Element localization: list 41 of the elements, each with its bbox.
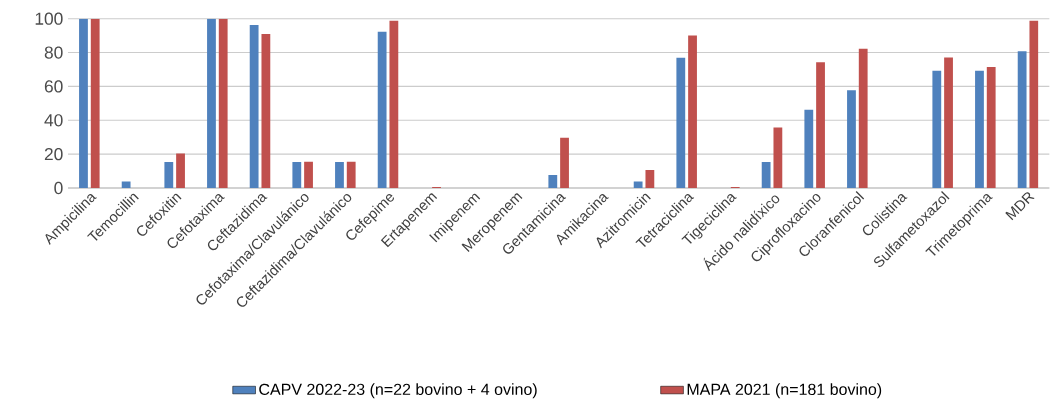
bar	[346, 161, 356, 188]
bar	[761, 161, 771, 188]
legend-label: MAPA 2021 (n=181 bovino)	[687, 383, 882, 399]
bar	[986, 66, 996, 188]
bar	[79, 18, 88, 188]
bar	[335, 161, 344, 188]
bar	[676, 57, 686, 188]
y-tick-label: 20	[44, 148, 63, 161]
bar	[548, 174, 558, 188]
bar	[304, 161, 313, 188]
bar	[804, 109, 814, 188]
bar	[816, 62, 825, 188]
bar	[207, 18, 216, 188]
bar	[847, 90, 856, 188]
bar	[1029, 20, 1039, 188]
bar	[389, 20, 399, 188]
y-tick-label: 100	[35, 12, 63, 25]
y-tick-label: 60	[44, 80, 63, 93]
bar	[858, 48, 868, 188]
bar	[261, 33, 271, 188]
bar	[90, 18, 100, 188]
bar	[645, 170, 655, 188]
bar	[633, 181, 643, 188]
bar	[773, 127, 783, 188]
bar	[377, 31, 387, 188]
bar	[932, 70, 942, 188]
y-tick-label: 40	[44, 114, 63, 127]
bar	[218, 18, 228, 188]
legend-label: CAPV 2022-23 (n=22 bovino + 4 ovino)	[259, 383, 537, 399]
bar	[121, 181, 131, 188]
y-tick-label: 80	[44, 46, 63, 59]
bar	[1017, 51, 1027, 188]
bar	[560, 137, 569, 188]
bar	[292, 161, 302, 188]
bar	[688, 35, 697, 188]
bar	[249, 25, 259, 188]
bar	[176, 153, 185, 188]
bar	[944, 57, 953, 188]
bar	[975, 70, 984, 188]
bar	[164, 161, 174, 188]
y-tick-label: 0	[54, 181, 63, 195]
